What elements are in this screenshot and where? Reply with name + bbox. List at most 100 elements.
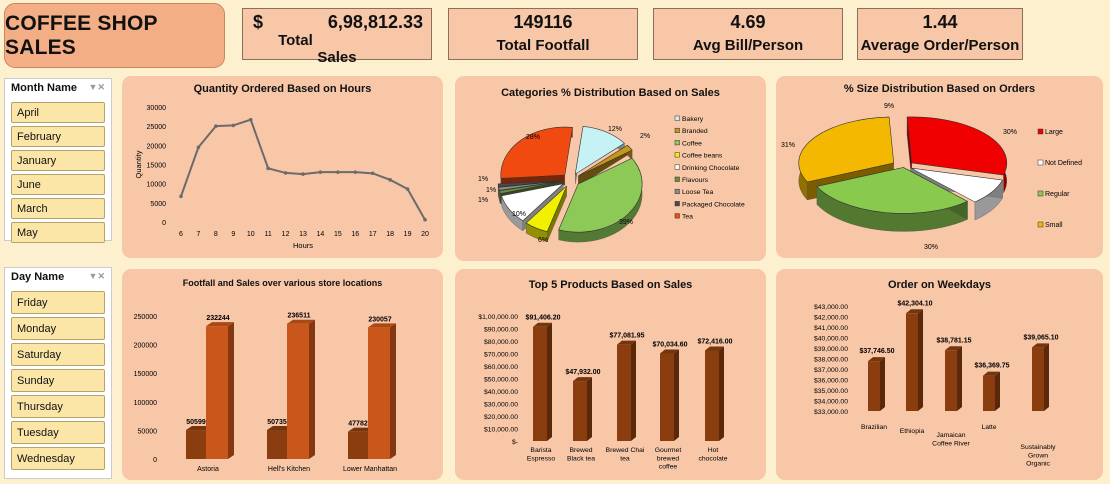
filter-clear-icon[interactable]: ▼✕ [88, 271, 105, 281]
y-tick-label: 5000 [150, 201, 166, 208]
categories-pie-chart: 12% 2% 39% 6% 10% 1% 1% 1% 28% Bakery Branded Coffe… [478, 115, 745, 244]
bar-top [573, 377, 592, 382]
month-item[interactable]: May [11, 222, 105, 243]
month-item[interactable]: June [11, 174, 105, 195]
month-item[interactable]: January [11, 150, 105, 171]
y-tick-label: 20000 [147, 143, 167, 150]
day-item[interactable]: Tuesday [11, 421, 105, 444]
y-tick-label: $38,000.00 [814, 357, 848, 364]
kpi-total-footfall-value: 149116 [513, 12, 573, 32]
data-label: $47,932.00 [565, 369, 600, 376]
bar [368, 327, 390, 459]
month-slicer-header: Month Name [11, 82, 77, 94]
legend-entry: Coffee beans [682, 153, 723, 160]
legend-entry: Not Defined [1045, 160, 1082, 167]
kpi-avg-order-label: Average Order/Person [860, 37, 1020, 54]
bar-top [348, 427, 374, 432]
chart-title: Categories % Distribution Based on Sales [501, 87, 720, 99]
legend-entry: Flavours [682, 177, 709, 184]
bar [533, 326, 547, 441]
bar [868, 361, 880, 411]
data-point [423, 217, 427, 222]
legend-swatch [674, 201, 680, 207]
day-item[interactable]: Sunday [11, 369, 105, 392]
bar [705, 350, 719, 441]
dashboard-title-box: COFFEE SHOP SALES [4, 3, 225, 68]
day-item[interactable]: Monday [11, 317, 105, 340]
day-item[interactable]: Saturday [11, 343, 105, 366]
legend-entry: Regular [1045, 191, 1070, 198]
x-tick-label: 19 [404, 231, 412, 238]
panel-sizes: % Size Distribution Based on Orders 30% 9… [776, 76, 1103, 258]
month-item[interactable]: April [11, 102, 105, 123]
month-item[interactable]: February [11, 126, 105, 147]
y-tick-label: 30000 [147, 105, 167, 112]
data-label: $77,081.95 [609, 333, 644, 340]
y-tick-label: $42,000.00 [814, 315, 848, 322]
y-tick-label: $20,000.00 [484, 414, 518, 421]
x-tick-label: Lower Manhattan [343, 466, 397, 473]
bar [660, 353, 674, 441]
y-tick-label: $40,000.00 [814, 336, 848, 343]
legend-swatch [1037, 221, 1044, 228]
bar-top [186, 426, 212, 431]
legend-swatch [674, 140, 680, 146]
legend-entry: Drinking Chocolate [682, 165, 740, 172]
x-tick-label: 10 [247, 231, 255, 238]
legend-entry: Bakery [682, 116, 704, 123]
x-tick-label: 12 [282, 231, 290, 238]
legend-entry: Large [1045, 129, 1063, 136]
currency-symbol: $ [253, 12, 264, 32]
data-point [353, 170, 358, 174]
x-tick-label: Astoria [197, 466, 219, 473]
data-label: 39% [619, 219, 633, 226]
data-point [336, 170, 340, 174]
legend-entry: Branded [682, 128, 708, 135]
y-tick-label: 50000 [138, 428, 158, 435]
bar-side [390, 323, 396, 459]
kpi-avg-bill-value: 4.69 [730, 12, 766, 32]
x-tick-label: 13 [299, 231, 307, 238]
weekdays-bar-chart: $33,000.00 $34,000.00 $35,000.00 $36,000.00… [814, 300, 1059, 467]
data-point [266, 166, 270, 171]
legend-swatch [674, 152, 680, 158]
y-tick-label: 25000 [147, 124, 167, 131]
kpi-total-sales: $6,98,812.33 Total Sales [242, 8, 432, 66]
data-label: $91,406.20 [525, 315, 560, 322]
day-item[interactable]: Friday [11, 291, 105, 314]
legend-swatch [674, 115, 680, 121]
sizes-pie-chart: 30% 9% 30% 31% Large Not Defined Regular Small [781, 103, 1082, 251]
data-label: $70,034.60 [652, 341, 687, 348]
y-tick-label: $30,000.00 [484, 402, 518, 409]
kpi-total-sales-value: 6,98,812.33 [327, 12, 423, 32]
month-item[interactable]: March [11, 198, 105, 219]
bar [348, 431, 368, 459]
day-item[interactable]: Wednesday [11, 447, 105, 470]
day-item[interactable]: Thursday [11, 395, 105, 418]
chart-title: Footfall and Sales over various store lo… [182, 278, 383, 288]
filter-clear-icon[interactable]: ▼✕ [88, 82, 105, 92]
data-label: 28% [526, 134, 540, 141]
legend-swatch [674, 127, 680, 133]
y-tick-label: 250000 [134, 314, 157, 321]
y-tick-label: 0 [162, 220, 166, 227]
data-point [283, 171, 288, 175]
bar-side [631, 340, 636, 441]
panel-hours: Quantity Ordered Based on Hours 0 5000 100… [122, 76, 443, 258]
legend-entry: Coffee [682, 140, 702, 147]
data-label: $42,304.10 [897, 300, 932, 307]
y-tick-label: $39,000.00 [814, 346, 848, 353]
x-tick-label: Brewed Chai tea [606, 447, 645, 462]
y-tick-label: 15000 [147, 163, 167, 170]
legend-swatch [1037, 128, 1044, 135]
bar [906, 313, 918, 411]
chart-title: Quantity Ordered Based on Hours [193, 83, 372, 95]
pie-slice [816, 167, 969, 214]
pie-slice [501, 183, 565, 222]
series-line [180, 118, 426, 221]
kpi-total-sales-label: Total Sales [278, 32, 357, 66]
panel-categories: Categories % Distribution Based on Sales… [455, 76, 766, 261]
y-tick-label: $10,000.00 [484, 427, 518, 434]
data-label: 50599 [186, 419, 206, 426]
legend-entry: Tea [682, 214, 693, 221]
